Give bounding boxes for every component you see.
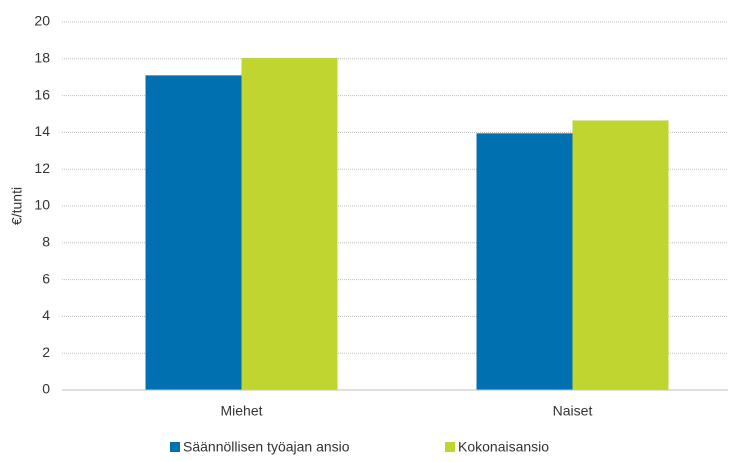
y-axis-label: €/tunti xyxy=(9,187,25,225)
legend-label: Säännöllisen työajan ansio xyxy=(183,439,350,455)
legend-label: Kokonaisansio xyxy=(458,439,549,455)
y-tick-label: 10 xyxy=(34,197,50,213)
bar xyxy=(476,133,573,390)
y-tick-label: 18 xyxy=(34,50,50,66)
y-tick-label: 12 xyxy=(34,160,50,176)
bar xyxy=(145,75,242,391)
y-tick-label: 14 xyxy=(34,123,50,139)
y-tick-label: 8 xyxy=(42,234,50,250)
x-tick-label: Miehet xyxy=(220,403,262,419)
y-tick-label: 2 xyxy=(42,344,50,360)
y-tick-label: 6 xyxy=(42,270,50,286)
x-tick-label: Naiset xyxy=(553,403,593,419)
y-tick-label: 16 xyxy=(34,86,50,102)
y-tick-label: 0 xyxy=(42,381,50,397)
bar xyxy=(572,120,669,390)
y-tick-label: 4 xyxy=(42,307,50,323)
y-tick-label: 20 xyxy=(34,13,50,29)
legend-swatch xyxy=(445,442,455,452)
bar xyxy=(241,57,338,390)
legend-swatch xyxy=(170,442,180,452)
